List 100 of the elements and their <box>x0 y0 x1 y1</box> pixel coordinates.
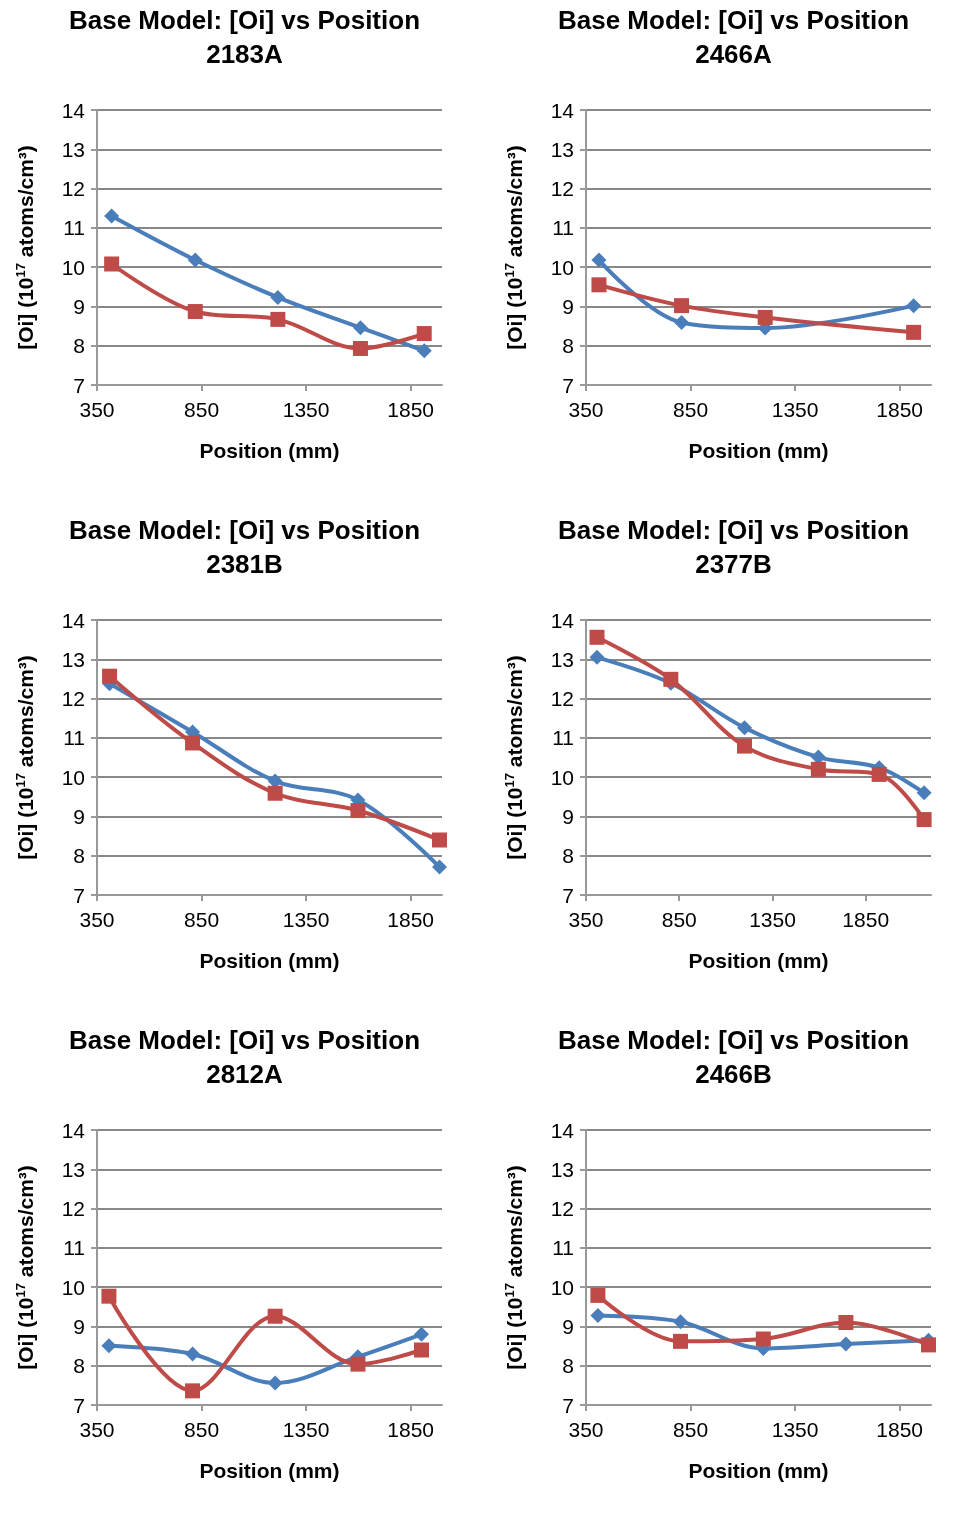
x-tick-label: 1850 <box>876 1418 923 1441</box>
chart-subtitle: 2377B <box>695 549 772 579</box>
y-tick-label: 10 <box>550 765 574 789</box>
y-tick-label: 8 <box>562 1354 574 1378</box>
y-tick-label: 8 <box>73 334 85 358</box>
y-tick-label: 13 <box>61 647 85 671</box>
y-axis-title: [Oi] (1017 atoms/cm³) <box>502 655 526 860</box>
y-tick-label: 12 <box>550 177 574 201</box>
point <box>916 812 932 828</box>
y-tick-label: 14 <box>550 98 575 122</box>
point <box>102 668 118 684</box>
y-tick-label: 14 <box>61 608 86 632</box>
point <box>267 785 283 801</box>
point <box>589 629 605 645</box>
x-axis-title: Position (mm) <box>199 439 340 462</box>
point <box>590 1307 606 1323</box>
point <box>810 761 826 777</box>
y-tick-label: 14 <box>61 98 86 122</box>
point <box>416 343 432 359</box>
y-tick-label: 9 <box>562 804 574 828</box>
x-tick-label: 350 <box>79 1418 115 1441</box>
chart-title: Base Model: [Oi] vs Position <box>557 1025 910 1055</box>
point <box>431 859 447 875</box>
x-tick-label: 1850 <box>387 1418 434 1441</box>
y-tick-label: 14 <box>61 1118 86 1142</box>
point <box>104 256 120 272</box>
point <box>916 785 932 801</box>
y-tick-label: 9 <box>562 1314 574 1338</box>
point <box>185 1383 201 1399</box>
y-tick-label: 7 <box>73 1393 85 1417</box>
x-axis-title: Position (mm) <box>688 439 829 462</box>
x-tick-label: 1850 <box>387 398 434 421</box>
point <box>187 304 203 320</box>
y-tick-label: 7 <box>562 373 574 397</box>
chart-title: Base Model: [Oi] vs Position <box>68 5 421 35</box>
point <box>414 1342 430 1358</box>
point <box>270 311 286 327</box>
y-tick-label: 9 <box>73 294 85 318</box>
y-tick-label: 7 <box>562 1393 574 1417</box>
y-tick-label: 8 <box>73 1354 85 1378</box>
y-tick-label: 10 <box>550 1275 574 1299</box>
y-axis-title: [Oi] (1017 atoms/cm³) <box>13 145 37 350</box>
x-tick-label: 1350 <box>282 398 330 421</box>
point <box>185 1346 201 1362</box>
y-tick-label: 12 <box>61 687 85 711</box>
point <box>267 1375 283 1391</box>
point <box>431 832 447 848</box>
chart-title: Base Model: [Oi] vs Position <box>557 5 910 35</box>
chart-title: Base Model: [Oi] vs Position <box>68 515 421 545</box>
x-axis-title: Position (mm) <box>688 949 829 972</box>
y-tick-label: 10 <box>550 255 574 279</box>
point <box>906 298 922 314</box>
point <box>591 252 607 268</box>
point <box>267 1308 283 1324</box>
point <box>352 320 368 336</box>
y-tick-label: 9 <box>73 1314 85 1338</box>
point <box>187 252 203 268</box>
y-tick-label: 11 <box>552 1236 574 1260</box>
y-tick-label: 13 <box>61 1157 85 1181</box>
x-axis-title: Position (mm) <box>688 1459 829 1482</box>
point <box>674 315 690 331</box>
y-tick-label: 13 <box>550 647 574 671</box>
y-tick-label: 12 <box>550 1197 574 1221</box>
chart-title: Base Model: [Oi] vs Position <box>68 1025 421 1055</box>
chart-subtitle: 2466A <box>695 39 773 69</box>
y-tick-label: 8 <box>562 844 574 868</box>
y-tick-label: 11 <box>63 1236 85 1260</box>
y-tick-label: 10 <box>61 1275 85 1299</box>
y-tick-label: 10 <box>61 765 85 789</box>
y-tick-label: 9 <box>562 294 574 318</box>
point <box>906 324 922 340</box>
point <box>757 309 773 325</box>
x-axis-title: Position (mm) <box>199 1459 340 1482</box>
y-tick-label: 11 <box>552 216 574 240</box>
chart-subtitle: 2183A <box>206 39 284 69</box>
point <box>591 277 607 293</box>
y-tick-label: 7 <box>562 883 574 907</box>
chart-subtitle: 2381B <box>206 549 283 579</box>
x-tick-label: 850 <box>184 398 220 421</box>
point <box>673 1333 689 1349</box>
point <box>663 671 679 687</box>
y-tick-label: 13 <box>550 137 574 161</box>
x-axis-title: Position (mm) <box>199 949 340 972</box>
x-tick-label: 850 <box>184 908 220 931</box>
point <box>920 1337 936 1353</box>
chart-subtitle: 2466B <box>695 1059 772 1089</box>
y-tick-label: 11 <box>63 726 85 750</box>
x-tick-label: 350 <box>79 908 115 931</box>
y-tick-label: 13 <box>550 1157 574 1181</box>
x-tick-label: 1350 <box>771 1418 819 1441</box>
point <box>673 1314 689 1330</box>
x-tick-label: 1850 <box>842 908 890 931</box>
x-tick-label: 850 <box>661 908 697 931</box>
point <box>416 326 432 342</box>
y-tick-label: 12 <box>61 1197 85 1221</box>
y-axis-title: [Oi] (1017 atoms/cm³) <box>502 1165 526 1370</box>
x-tick-label: 1350 <box>282 1418 330 1441</box>
x-tick-label: 350 <box>79 398 115 421</box>
y-tick-label: 9 <box>73 804 85 828</box>
point <box>185 735 201 751</box>
